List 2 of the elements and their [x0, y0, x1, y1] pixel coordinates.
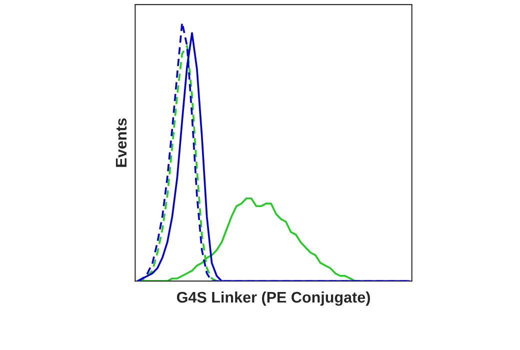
x-axis-title: G4S Linker (PE Conjugate): [176, 291, 370, 306]
y-axis-title: Events: [116, 118, 127, 167]
